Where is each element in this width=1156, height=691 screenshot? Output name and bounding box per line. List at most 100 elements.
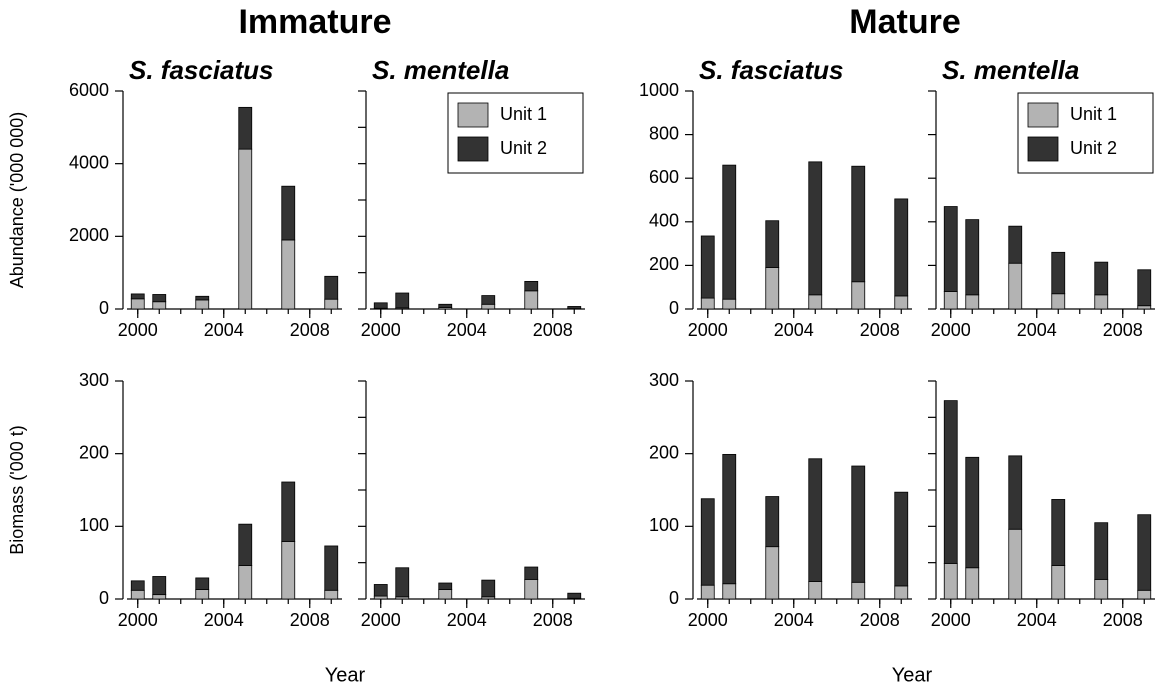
panel-title: S. mentella bbox=[372, 55, 509, 85]
y-tick-label: 400 bbox=[649, 211, 679, 231]
bar bbox=[130, 589, 145, 600]
bar bbox=[524, 566, 539, 580]
bar bbox=[152, 576, 167, 596]
bar bbox=[1008, 225, 1023, 264]
x-tick-label: 2008 bbox=[290, 610, 330, 630]
legend-swatch bbox=[457, 136, 489, 162]
bar bbox=[238, 523, 253, 566]
bar bbox=[943, 400, 958, 564]
x-axis-label: Year bbox=[325, 664, 366, 686]
y-tick-label: 4000 bbox=[69, 152, 109, 172]
bar bbox=[1094, 294, 1109, 310]
bar bbox=[808, 458, 823, 582]
bar bbox=[438, 582, 453, 590]
y-tick-label: 0 bbox=[99, 588, 109, 608]
y-tick-label: 0 bbox=[669, 588, 679, 608]
bar bbox=[1051, 565, 1066, 600]
y-tick-label: 6000 bbox=[69, 80, 109, 100]
bar bbox=[700, 235, 715, 299]
x-tick-label: 2000 bbox=[931, 320, 971, 340]
bar bbox=[722, 583, 737, 600]
bar bbox=[1051, 499, 1066, 566]
x-axis-label: Year bbox=[892, 664, 933, 686]
bar bbox=[722, 298, 737, 310]
bar bbox=[765, 496, 780, 548]
y-tick-label: 100 bbox=[79, 515, 109, 535]
x-tick-label: 2004 bbox=[774, 610, 814, 630]
bar bbox=[1051, 251, 1066, 295]
bar bbox=[195, 589, 210, 600]
bar bbox=[765, 267, 780, 310]
x-tick-label: 2000 bbox=[931, 610, 971, 630]
bar bbox=[395, 292, 410, 309]
x-tick-label: 2000 bbox=[118, 320, 158, 340]
x-tick-label: 2000 bbox=[118, 610, 158, 630]
x-tick-label: 2000 bbox=[688, 610, 728, 630]
bar bbox=[324, 589, 339, 600]
bar bbox=[851, 281, 866, 310]
bar bbox=[1051, 293, 1066, 310]
bar bbox=[130, 580, 145, 591]
bar bbox=[765, 220, 780, 268]
bar bbox=[481, 295, 496, 305]
bar bbox=[965, 456, 980, 569]
bar bbox=[700, 297, 715, 310]
bar bbox=[1008, 528, 1023, 600]
bar bbox=[1008, 455, 1023, 530]
bar bbox=[1094, 522, 1109, 580]
bar bbox=[1137, 589, 1152, 600]
bar bbox=[438, 589, 453, 600]
bar bbox=[851, 465, 866, 583]
legend-label: Unit 1 bbox=[500, 104, 547, 124]
bar bbox=[894, 295, 909, 310]
bar bbox=[195, 577, 210, 590]
y-tick-label: 200 bbox=[649, 442, 679, 462]
bar bbox=[894, 585, 909, 600]
x-tick-label: 2000 bbox=[688, 320, 728, 340]
bar bbox=[851, 581, 866, 600]
y-tick-label: 1000 bbox=[639, 80, 679, 100]
bar bbox=[1094, 261, 1109, 296]
bar bbox=[238, 148, 253, 310]
x-tick-label: 2004 bbox=[447, 320, 487, 340]
bar bbox=[438, 303, 453, 308]
x-tick-label: 2008 bbox=[533, 610, 573, 630]
bar bbox=[943, 206, 958, 292]
legend-swatch bbox=[1027, 102, 1059, 128]
x-tick-label: 2008 bbox=[1103, 320, 1143, 340]
y-tick-label: 2000 bbox=[69, 225, 109, 245]
panel-title: S. mentella bbox=[942, 55, 1079, 85]
x-tick-label: 2004 bbox=[204, 320, 244, 340]
bar bbox=[943, 562, 958, 600]
bar bbox=[195, 299, 210, 310]
bar bbox=[281, 541, 296, 600]
bar bbox=[965, 567, 980, 600]
bar bbox=[324, 545, 339, 591]
bar bbox=[130, 298, 145, 310]
bar bbox=[1137, 269, 1152, 307]
bar bbox=[152, 301, 167, 310]
bar bbox=[894, 491, 909, 587]
group-title: Immature bbox=[238, 3, 391, 41]
x-tick-label: 2000 bbox=[361, 610, 401, 630]
bar bbox=[373, 595, 388, 600]
bar bbox=[965, 219, 980, 296]
y-axis-label: Abundance ('000 000) bbox=[7, 112, 27, 289]
bar bbox=[700, 498, 715, 586]
y-tick-label: 100 bbox=[649, 515, 679, 535]
bar bbox=[373, 584, 388, 597]
x-tick-label: 2008 bbox=[860, 610, 900, 630]
x-tick-label: 2008 bbox=[860, 320, 900, 340]
bar bbox=[567, 592, 582, 599]
bar bbox=[524, 280, 539, 292]
x-tick-label: 2004 bbox=[204, 610, 244, 630]
bar bbox=[238, 106, 253, 150]
bar bbox=[281, 239, 296, 310]
y-tick-label: 200 bbox=[79, 442, 109, 462]
bar bbox=[281, 185, 296, 241]
bar bbox=[281, 481, 296, 542]
bar bbox=[722, 164, 737, 300]
bar bbox=[808, 294, 823, 310]
bar bbox=[195, 295, 210, 301]
bar bbox=[152, 594, 167, 600]
